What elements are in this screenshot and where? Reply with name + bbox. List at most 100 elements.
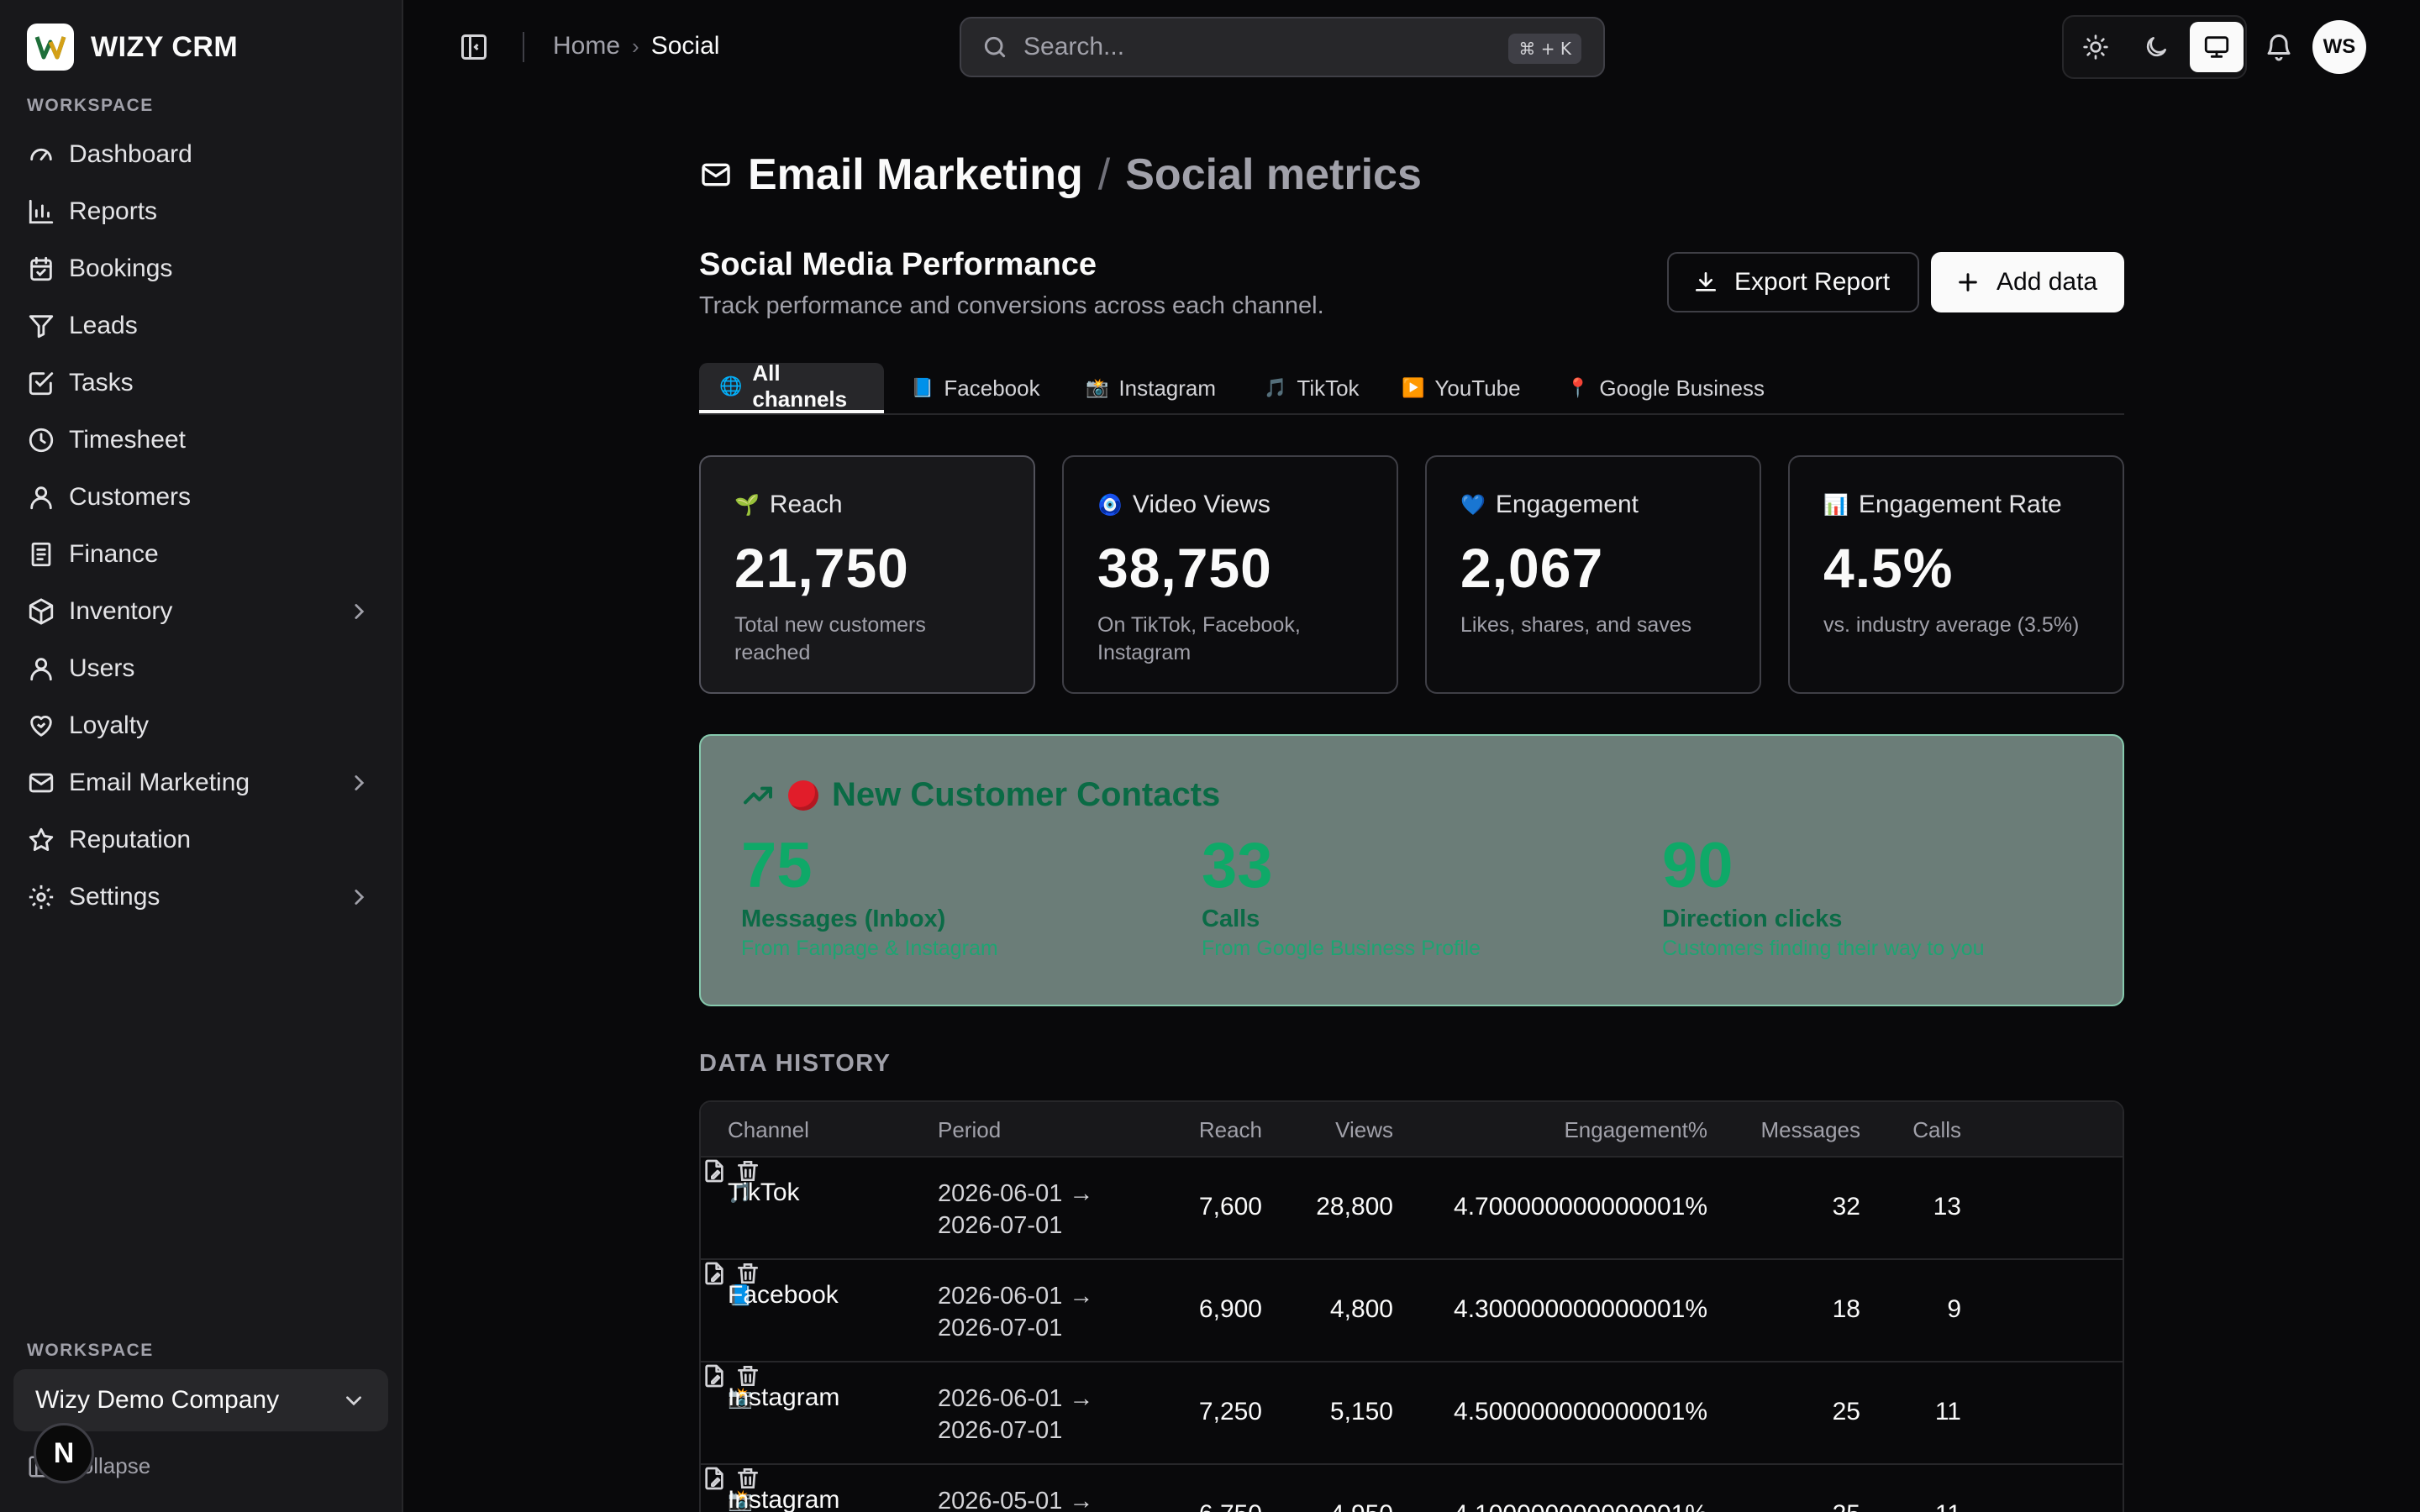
sidebar-item-tasks[interactable]: Tasks bbox=[13, 354, 390, 412]
row-period: 2026-05-01 → bbox=[938, 1485, 1093, 1512]
facebook-icon: 📘 bbox=[728, 1284, 753, 1307]
tab-google-business[interactable]: 📍 Google Business bbox=[1546, 363, 1785, 413]
trash-icon[interactable] bbox=[734, 1158, 761, 1184]
sidebar-item-loyalty[interactable]: Loyalty bbox=[13, 697, 390, 754]
chevron-down-icon bbox=[346, 1396, 361, 1406]
add-data-button[interactable]: Add data bbox=[1931, 252, 2124, 312]
export-report-button[interactable]: Export Report bbox=[1667, 252, 1919, 312]
workspace-section-label: WORKSPACE bbox=[27, 96, 154, 115]
download-icon bbox=[1696, 272, 1716, 291]
edit-icon[interactable] bbox=[701, 1465, 728, 1492]
sidebar-item-email-marketing[interactable]: Email Marketing bbox=[13, 754, 390, 811]
col-reach[interactable]: Reach bbox=[1198, 1117, 1262, 1142]
plus-icon bbox=[1959, 273, 1977, 291]
heart-icon: 💙 bbox=[1460, 493, 1486, 517]
engagement-card[interactable]: 💙 Engagement 2,067 Likes, shares, and sav… bbox=[1425, 455, 1761, 694]
tab-label: TikTok bbox=[1297, 375, 1360, 401]
edit-icon[interactable] bbox=[701, 1362, 728, 1389]
table-row[interactable]: 🎵 TikTok 2026-06-01 → 2026-07-01 7,600 28,… bbox=[701, 1158, 2123, 1260]
direction-clicks-metric: 90 Direction clicks Customers finding th… bbox=[1662, 830, 1985, 961]
sidebar-item-settings[interactable]: Settings bbox=[13, 869, 390, 926]
receipt-icon bbox=[31, 542, 51, 567]
col-channel[interactable]: Channel bbox=[728, 1117, 809, 1142]
sidebar-toggle-icon[interactable] bbox=[459, 32, 489, 62]
mail-icon bbox=[29, 773, 54, 793]
row-calls: 13 bbox=[1933, 1193, 1961, 1221]
col-views[interactable]: Views bbox=[1335, 1117, 1393, 1142]
sidebar-item-label: Dashboard bbox=[69, 140, 192, 168]
data-history-label: DATA HISTORY bbox=[699, 1050, 892, 1077]
reach-card[interactable]: 🌱 Reach 21,750 Total new customers reache… bbox=[699, 455, 1035, 694]
trash-icon[interactable] bbox=[734, 1362, 761, 1389]
row-engagement: 4.700000000000001% bbox=[1454, 1193, 1707, 1221]
brand-logo-icon bbox=[27, 24, 74, 71]
clock-icon bbox=[29, 428, 54, 453]
trash-icon[interactable] bbox=[734, 1465, 761, 1492]
col-messages[interactable]: Messages bbox=[1760, 1117, 1861, 1142]
system-theme-button[interactable] bbox=[2190, 22, 2244, 72]
light-theme-button[interactable] bbox=[2069, 22, 2123, 72]
sidebar-item-users[interactable]: Users bbox=[13, 640, 390, 697]
card-label: Engagement bbox=[1495, 491, 1639, 518]
tab-facebook[interactable]: 📘 Facebook bbox=[891, 363, 1060, 413]
col-engagement[interactable]: Engagement% bbox=[1564, 1117, 1707, 1142]
card-value: 4.5% bbox=[1823, 537, 1954, 599]
sidebar-item-finance[interactable]: Finance bbox=[13, 526, 390, 583]
sidebar-item-dashboard[interactable]: Dashboard bbox=[13, 126, 390, 183]
music-note-icon: 🎵 bbox=[1264, 377, 1287, 399]
company-select[interactable]: Wizy Demo Company bbox=[13, 1369, 388, 1431]
tab-label: All channels bbox=[752, 360, 848, 412]
row-calls: 11 bbox=[1934, 1398, 1961, 1425]
edit-icon[interactable] bbox=[701, 1158, 728, 1184]
row-views: 5,150 bbox=[1329, 1398, 1393, 1425]
sidebar-item-timesheet[interactable]: Timesheet bbox=[13, 412, 390, 469]
music-note-icon: 🎵 bbox=[728, 1181, 753, 1205]
breadcrumb-home[interactable]: Home bbox=[553, 32, 621, 60]
n-badge[interactable]: N bbox=[34, 1423, 94, 1483]
chevron-right-icon bbox=[355, 775, 365, 790]
table-row[interactable]: 📸Instagram 2026-05-01 → 6,750 4,950 4.10… bbox=[701, 1465, 2123, 1512]
star-icon bbox=[29, 827, 54, 852]
search-input[interactable]: Search... ⌘ + K bbox=[960, 17, 1605, 77]
card-value: 38,750 bbox=[1097, 537, 1272, 599]
table-row[interactable]: 📘 Facebook 2026-06-01 → 2026-07-01 6,900 4… bbox=[701, 1260, 2123, 1362]
row-channel: TikTok bbox=[728, 1179, 800, 1206]
col-period[interactable]: Period bbox=[938, 1117, 1002, 1142]
user-icon bbox=[30, 486, 52, 510]
gear-icon bbox=[29, 885, 54, 910]
edit-icon[interactable] bbox=[701, 1260, 728, 1287]
pin-icon: 📍 bbox=[1566, 377, 1590, 399]
tab-all-channels[interactable]: 🌐 All channels bbox=[699, 360, 884, 413]
brand[interactable]: WIZY CRM bbox=[27, 24, 238, 71]
avatar[interactable]: WS bbox=[2312, 20, 2366, 74]
metric-sub: Customers finding their way to you bbox=[1662, 937, 1985, 960]
table-header: Channel Period Reach Views Engagement% M… bbox=[701, 1102, 2123, 1158]
sidebar-item-label: Inventory bbox=[69, 597, 173, 625]
tab-tiktok[interactable]: 🎵 TikTok bbox=[1244, 363, 1380, 413]
bell-icon[interactable] bbox=[2264, 32, 2294, 62]
sidebar-item-inventory[interactable]: Inventory bbox=[13, 583, 390, 640]
globe-icon: 🌐 bbox=[719, 375, 743, 397]
col-calls[interactable]: Calls bbox=[1912, 1117, 1961, 1142]
camera-icon: 📸 bbox=[1086, 377, 1109, 399]
sidebar-item-reports[interactable]: Reports bbox=[13, 183, 390, 240]
breadcrumb-current: Social bbox=[650, 32, 720, 60]
engagement-rate-card[interactable]: 📊 Engagement Rate 4.5% vs. industry avera… bbox=[1788, 455, 2124, 694]
sidebar-item-reputation[interactable]: Reputation bbox=[13, 811, 390, 869]
tab-instagram[interactable]: 📸 Instagram bbox=[1065, 363, 1236, 413]
package-icon bbox=[29, 598, 54, 625]
sidebar-item-bookings[interactable]: Bookings bbox=[13, 240, 390, 297]
row-views: 28,800 bbox=[1316, 1193, 1393, 1221]
table-row[interactable]: 📸 Instagram 2026-06-01 → 2026-07-01 7,250 … bbox=[701, 1362, 2123, 1465]
period-end: 2026-07-01 bbox=[938, 1417, 1063, 1444]
theme-switcher bbox=[2062, 15, 2247, 79]
dark-theme-button[interactable] bbox=[2129, 22, 2183, 72]
tab-youtube[interactable]: ▶️ YouTube bbox=[1381, 363, 1541, 413]
export-report-label: Export Report bbox=[1734, 268, 1891, 296]
video-views-card[interactable]: 🧿 Video Views 38,750 On TikTok, Facebook,… bbox=[1062, 455, 1398, 694]
sidebar-item-customers[interactable]: Customers bbox=[13, 469, 390, 526]
row-engagement: 4.300000000000001% bbox=[1454, 1295, 1707, 1323]
sidebar-item-leads[interactable]: Leads bbox=[13, 297, 390, 354]
play-icon: ▶️ bbox=[1402, 377, 1425, 399]
trash-icon[interactable] bbox=[734, 1260, 761, 1287]
